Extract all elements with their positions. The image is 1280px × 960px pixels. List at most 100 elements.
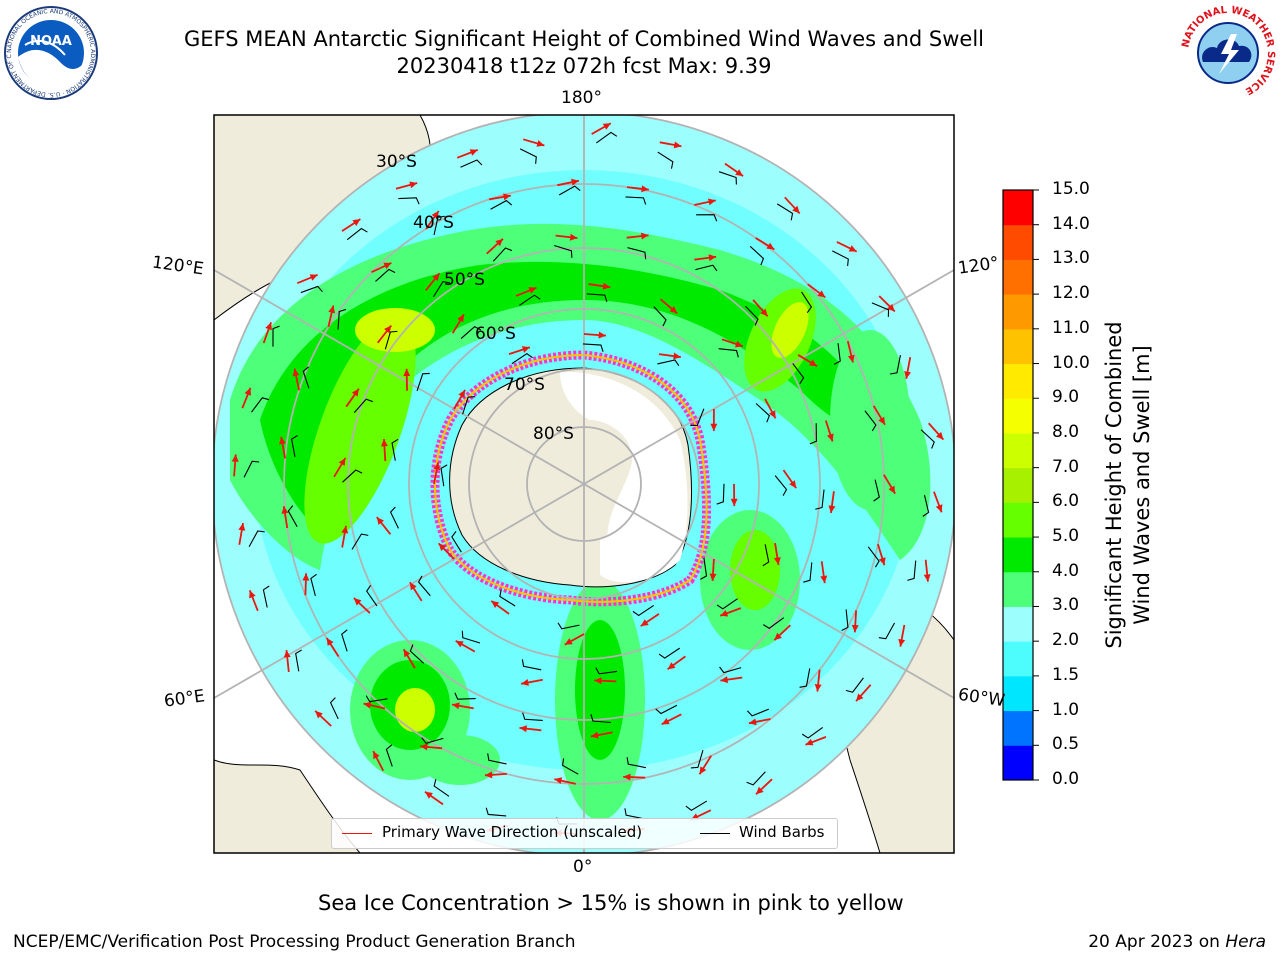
nws-logo: NATIONAL WEATHER SERVICE — [1180, 5, 1276, 100]
colorbar-tick-label: 12.0 — [1052, 283, 1090, 304]
wind-barb — [801, 726, 824, 739]
wave-arrow — [782, 469, 797, 489]
wind-barb — [511, 352, 533, 365]
colorbar-segment — [1003, 398, 1033, 434]
wave-arrow — [424, 791, 444, 806]
colorbar-segment — [1003, 537, 1033, 573]
wind-barbs — [243, 131, 935, 825]
wave-arrow — [846, 340, 855, 363]
wave-arrow — [755, 778, 773, 795]
wave-arrow — [433, 462, 441, 485]
wave-arrow — [238, 522, 246, 545]
wind-barb — [658, 647, 681, 659]
wave-arrow — [878, 295, 896, 313]
wave-direction-arrows — [231, 122, 945, 837]
noaa-logo: NATIONAL OCEANIC AND ATMOSPHERIC ADMINIS… — [3, 5, 98, 100]
wave-arrow — [773, 624, 791, 641]
antarctic-ice-shelf — [560, 371, 688, 570]
colorbar — [1002, 189, 1039, 781]
colorbar-tick-label: 11.0 — [1052, 317, 1090, 338]
wind-barb — [433, 215, 445, 236]
wind-barb — [625, 196, 647, 205]
wind-barb — [586, 293, 608, 302]
map-legend: Primary Wave Direction (unscaled) Wind B… — [331, 818, 838, 849]
wind-barb — [384, 330, 398, 350]
wind-barb — [596, 131, 618, 144]
wind-barb — [243, 460, 260, 478]
wave-arrow — [720, 676, 743, 684]
legend-barb-label: Wind Barbs — [739, 823, 825, 841]
wave-arrow — [872, 405, 886, 426]
wind-barb — [519, 294, 541, 306]
wind-barb — [251, 397, 270, 413]
wave-arrow — [855, 684, 872, 702]
wave-arrow — [380, 438, 388, 462]
wind-barb — [521, 659, 542, 671]
wave-arrow — [851, 610, 859, 633]
colorbar-label-line2: Wind Waves and Swell [m] — [1130, 345, 1154, 625]
wave-arrow — [564, 633, 585, 646]
wave-arrow — [719, 607, 742, 617]
colorbar-segment — [1003, 432, 1033, 469]
wind-barb — [873, 479, 880, 502]
wind-barb — [716, 598, 738, 610]
wave-arrow — [519, 725, 542, 733]
lon-label-180: 180° — [561, 88, 602, 108]
wind-barb — [398, 197, 420, 205]
wind-barb — [749, 245, 765, 266]
wave-arrow — [755, 237, 775, 251]
wind-barb — [558, 185, 581, 196]
wind-barb — [685, 800, 708, 812]
wave-arrow — [752, 299, 769, 317]
noaa-logo-text: NOAA — [30, 34, 72, 49]
wind-barb — [890, 354, 901, 375]
wave-arrow — [824, 420, 834, 442]
wind-barb — [627, 247, 647, 260]
wind-barb — [626, 757, 647, 769]
colorbar-tick-label: 1.5 — [1052, 664, 1080, 685]
wave-arrow — [279, 436, 286, 459]
wave-arrow — [594, 677, 617, 685]
colorbar-tick-label: 2.0 — [1052, 630, 1080, 651]
wind-barb — [867, 546, 880, 568]
chart-subtitle: 20230418 t12z 072h fcst Max: 9.39 — [396, 54, 772, 78]
wave-arrow — [437, 542, 455, 560]
wave-arrow — [451, 313, 465, 334]
colorbar-segment — [1003, 675, 1033, 712]
wind-barb — [346, 227, 368, 241]
colorbar-tick-label: 10.0 — [1052, 352, 1090, 373]
wind-barb — [421, 737, 444, 744]
chart-title: GEFS MEAN Antarctic Significant Height o… — [183, 27, 985, 51]
wave-arrow — [588, 282, 611, 290]
wind-barb — [329, 697, 339, 720]
wind-barb — [690, 408, 705, 426]
wind-barb — [755, 403, 770, 423]
wave-arrow — [659, 141, 682, 149]
wind-barb — [690, 749, 704, 769]
wave-arrow — [658, 352, 681, 360]
wind-barb — [432, 281, 450, 298]
wave-arrow — [508, 346, 531, 355]
wind-barb — [391, 438, 399, 461]
lat-label-30s: 30°S — [376, 152, 417, 172]
colorbar-segment — [1003, 190, 1033, 226]
wind-barb — [745, 305, 759, 326]
wave-arrow — [814, 669, 822, 692]
wave-arrow — [583, 331, 607, 339]
wind-barb — [454, 692, 476, 700]
wave-arrow — [341, 218, 361, 232]
wind-barb — [595, 667, 618, 675]
colorbar-tick-label: 6.0 — [1052, 491, 1080, 512]
wave-arrow — [721, 338, 744, 348]
wave-arrow — [403, 368, 411, 391]
wave-arrow — [698, 755, 713, 775]
wave-arrow — [376, 516, 392, 535]
wind-barb — [366, 585, 378, 607]
wind-barb — [485, 807, 507, 817]
wind-barb — [272, 325, 280, 347]
wave-arrow — [661, 713, 682, 726]
footer-host: Hera — [1225, 932, 1266, 952]
wave-arrow — [748, 718, 771, 726]
colorbar-tick-label: 5.0 — [1052, 526, 1080, 547]
